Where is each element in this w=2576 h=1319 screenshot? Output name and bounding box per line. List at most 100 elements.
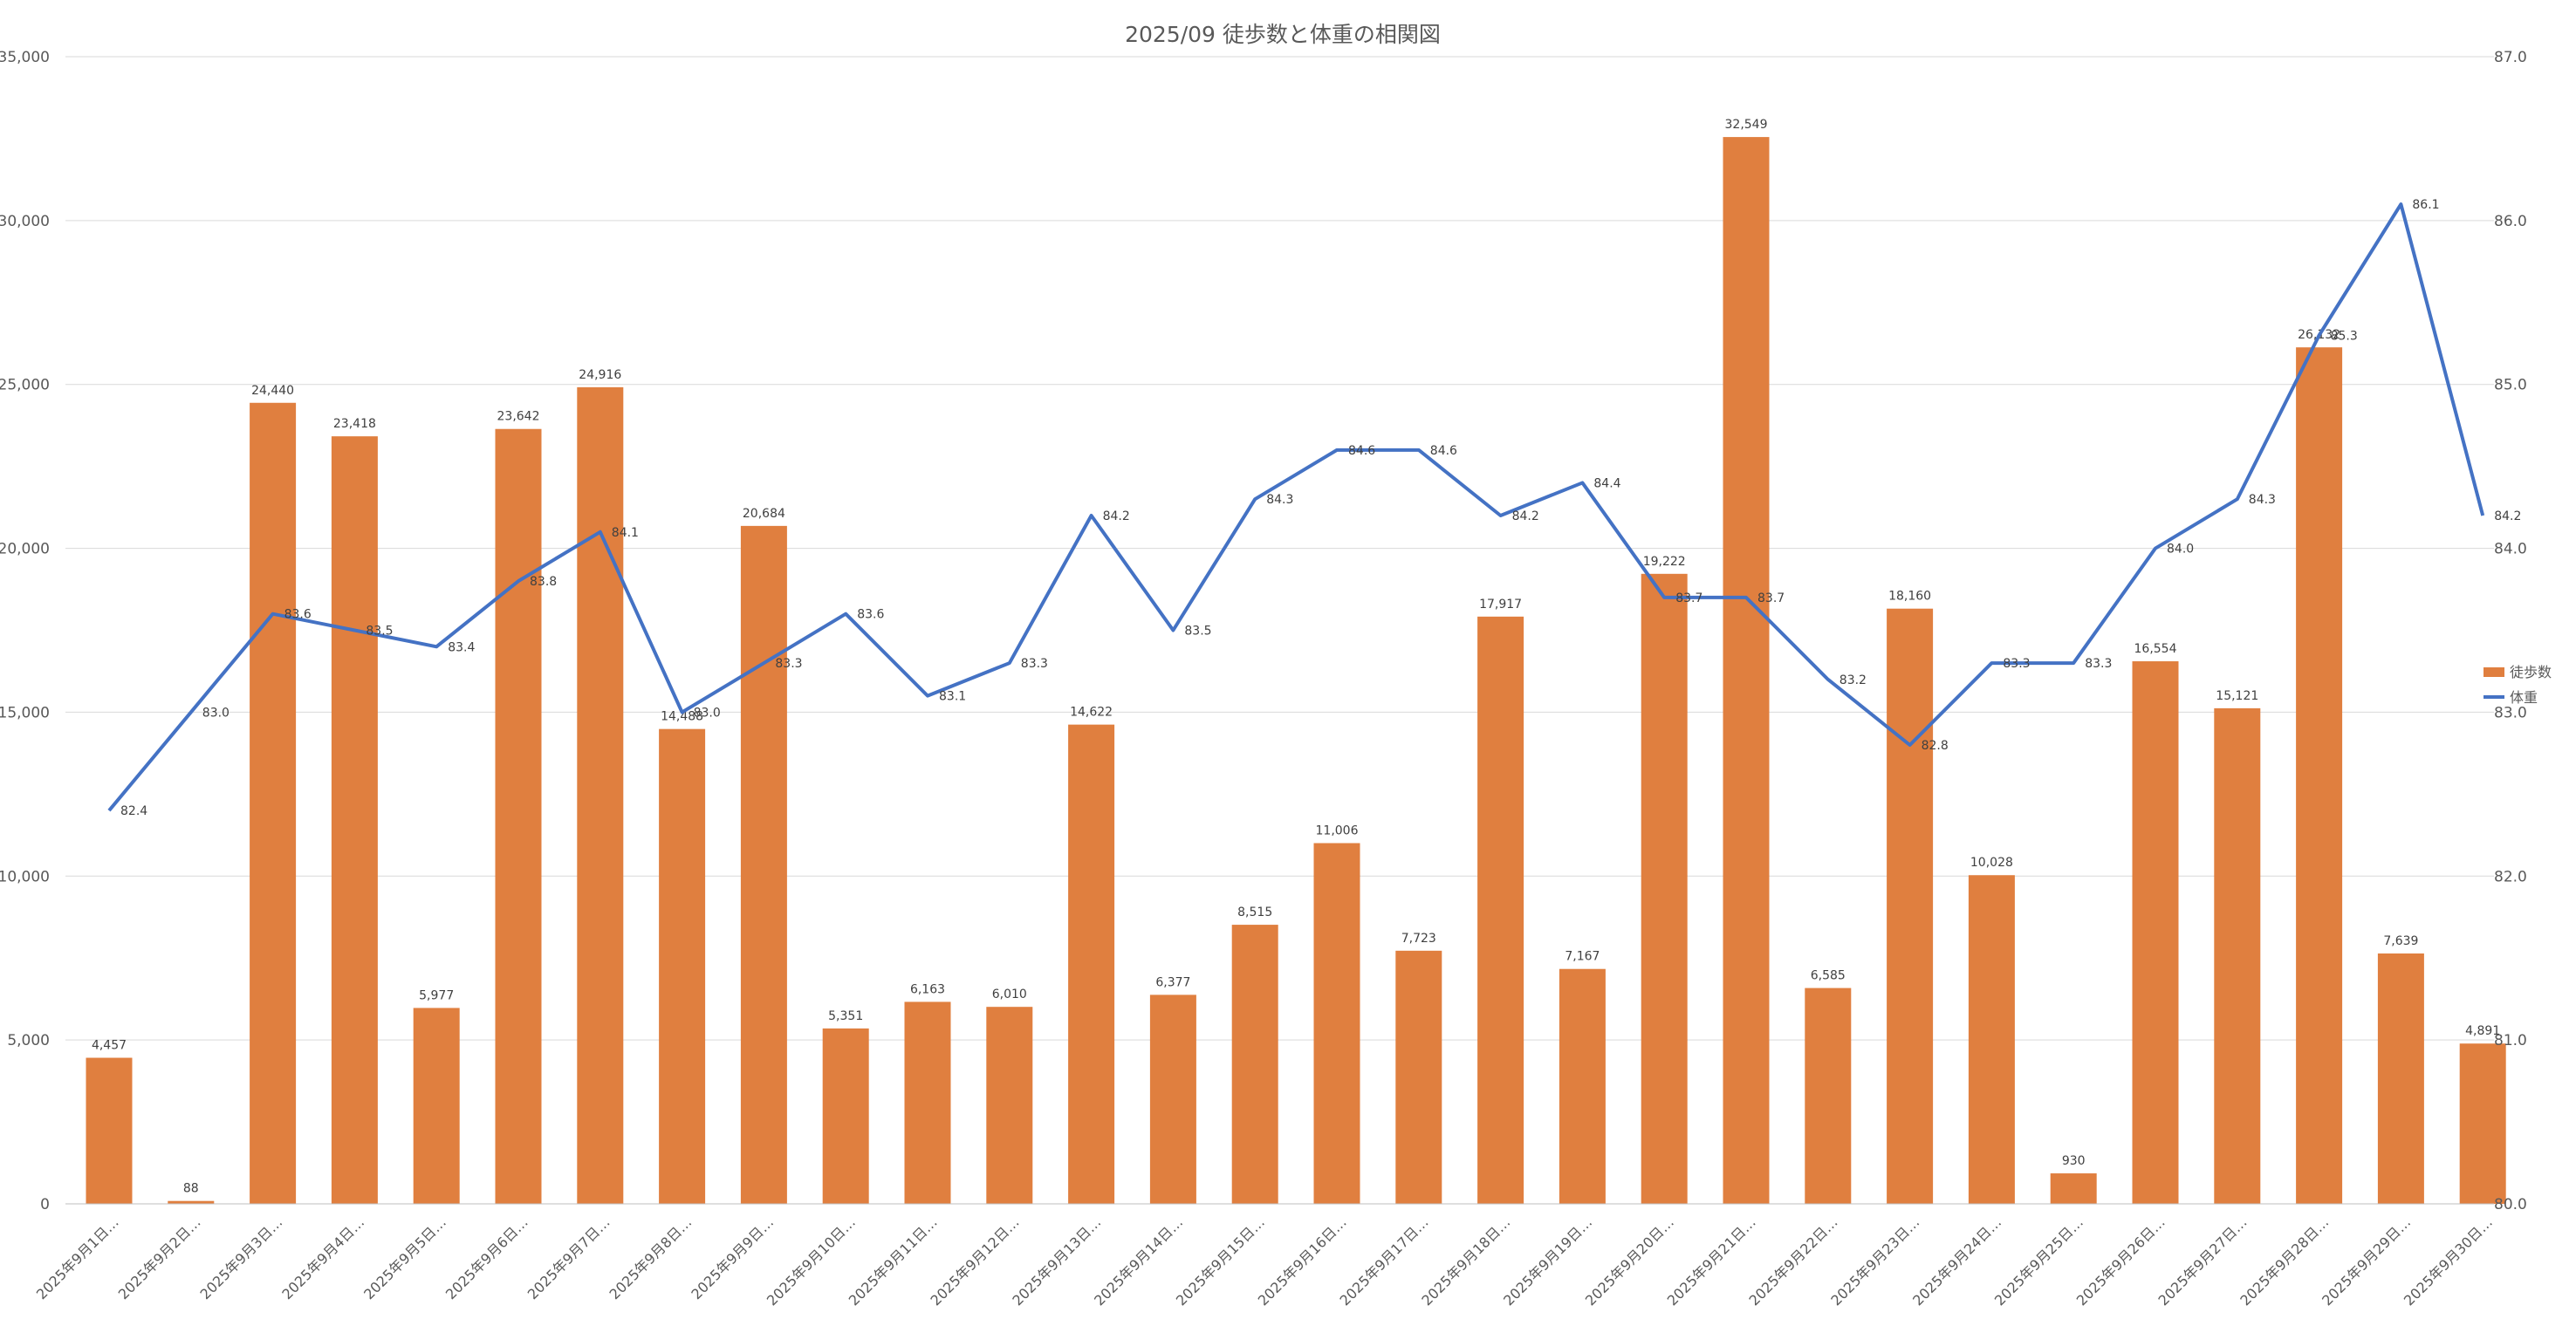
y-right-tick-label: 83.0 [2494,704,2527,721]
bar-data-label: 10,028 [1970,856,2013,870]
bar-data-label: 930 [2062,1154,2086,1168]
line-data-label: 84.3 [2249,493,2276,507]
line-data-label: 82.8 [1922,739,1949,753]
line-data-label: 84.6 [1430,444,1457,458]
y-right-tick-label: 84.0 [2494,541,2527,558]
line-data-label: 83.3 [1021,657,1048,671]
y-right-tick-label: 86.0 [2494,213,2527,230]
legend-swatch-steps [2484,667,2504,677]
line-data-label: 83.0 [694,706,721,720]
line-data-label: 83.5 [366,625,393,639]
bar [1723,137,1770,1204]
line-data-label: 84.1 [612,526,639,540]
bar [86,1058,133,1204]
bar [250,403,296,1204]
bar [1805,988,1851,1204]
line-data-label: 83.8 [530,575,557,589]
legend-label-weight: 体重 [2510,689,2538,706]
bar-data-label: 88 [183,1182,199,1196]
bar [1887,609,1933,1204]
bar-data-label: 8,515 [1237,906,1272,919]
bar-data-label: 7,723 [1401,932,1436,946]
bar [823,1029,869,1204]
line-data-label: 84.2 [2494,509,2521,523]
bar [1969,875,2015,1204]
line-data-label: 84.0 [2167,543,2194,557]
bar [1232,925,1278,1204]
y-left-tick-label: 35,000 [0,49,50,66]
y-left-tick-label: 10,000 [0,868,50,885]
bar-data-label: 23,642 [497,410,540,424]
line-data-label: 85.3 [2331,329,2358,343]
bar-data-label: 24,916 [579,368,621,382]
bar [741,526,787,1204]
bar [332,436,378,1204]
line-data-label: 83.2 [1840,673,1867,687]
y-left-tick-label: 0 [40,1196,50,1213]
bar [2051,1173,2097,1204]
line-data-label: 83.6 [284,608,312,622]
bar-data-label: 7,639 [2383,934,2418,948]
bar-data-label: 14,622 [1070,706,1113,720]
line-data-label: 83.1 [939,690,966,704]
line-data-label: 83.3 [775,657,802,671]
bar-data-label: 18,160 [1888,590,1931,604]
line-data-label: 83.6 [857,608,884,622]
bar [1395,951,1442,1204]
line-data-label: 83.0 [202,706,230,720]
bar [2214,708,2260,1204]
y-right-tick-label: 80.0 [2494,1196,2527,1213]
y-right-tick-label: 81.0 [2494,1032,2527,1049]
bar [2378,953,2424,1204]
bar-data-label: 4,457 [92,1039,127,1053]
bar [1559,969,1606,1204]
line-data-label: 84.2 [1103,509,1130,523]
line-data-label: 84.2 [1512,509,1539,523]
line-data-label: 83.3 [2085,657,2112,671]
y-left-tick-label: 5,000 [7,1032,50,1049]
bar-data-label: 11,006 [1316,824,1359,837]
y-right-tick-label: 85.0 [2494,377,2527,394]
bar [1068,725,1114,1204]
bar-data-label: 6,377 [1155,975,1190,989]
bar-data-label: 6,010 [992,988,1027,1001]
chart-title: 2025/09 徒歩数と体重の相関図 [1125,22,1441,47]
bar [414,1008,460,1204]
line-data-label: 82.4 [120,804,147,818]
bar-data-label: 7,167 [1565,950,1600,964]
bar-data-label: 5,977 [419,988,454,1002]
bar-data-label: 24,440 [251,384,294,398]
bar [1477,617,1524,1204]
line-data-label: 83.7 [1675,591,1702,605]
y-left-tick-label: 25,000 [0,377,50,394]
y-left-tick-label: 15,000 [0,704,50,721]
bar-data-label: 6,163 [910,982,945,996]
line-data-label: 84.6 [1348,444,1375,458]
bar-data-label: 20,684 [743,507,785,521]
bar [496,429,542,1204]
bar-data-label: 5,351 [828,1009,863,1023]
bar [905,1001,951,1204]
bar [2133,661,2179,1204]
bar [659,729,705,1204]
line-data-label: 83.4 [448,640,475,654]
bar [2460,1043,2506,1204]
line-data-label: 84.4 [1593,476,1620,490]
y-right-tick-label: 82.0 [2494,868,2527,885]
bar [1150,994,1196,1204]
bar [2296,347,2342,1204]
line-data-label: 86.1 [2412,198,2439,212]
bar [986,1007,1032,1204]
bar [1314,843,1360,1204]
line-data-label: 83.5 [1184,625,1211,639]
y-left-tick-label: 30,000 [0,213,50,230]
bar-data-label: 32,549 [1725,118,1768,132]
bar-data-label: 6,585 [1811,969,1846,983]
bar-data-label: 19,222 [1643,555,1686,569]
legend-label-steps: 徒歩数 [2510,664,2552,680]
bar-data-label: 23,418 [333,417,376,431]
line-data-label: 84.3 [1266,493,1293,507]
